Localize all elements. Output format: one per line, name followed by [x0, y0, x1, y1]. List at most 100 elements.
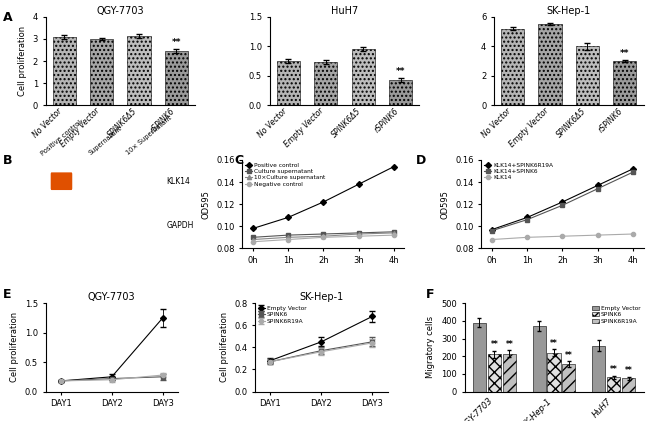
- Y-axis label: Cell proliferation: Cell proliferation: [220, 312, 229, 382]
- Line: Positive control: Positive control: [251, 165, 396, 231]
- Bar: [613, 61, 636, 105]
- Bar: [164, 51, 188, 105]
- KLK14: [488, 237, 496, 242]
- Negative control: [319, 235, 327, 240]
- 10×Culture supernatant: [249, 237, 257, 242]
- Positive control: [390, 164, 398, 169]
- Text: **: **: [610, 365, 617, 374]
- Culture supernatant: [249, 235, 257, 240]
- KLK14: [594, 232, 602, 237]
- Bar: [53, 37, 76, 105]
- Legend: Empty Vector, SPINK6, SPINK6R19A: Empty Vector, SPINK6, SPINK6R19A: [592, 306, 641, 324]
- Bar: [90, 39, 113, 105]
- FancyBboxPatch shape: [94, 216, 118, 234]
- Bar: [127, 36, 151, 105]
- Negative control: [249, 239, 257, 244]
- Line: Culture supernatant: Culture supernatant: [251, 230, 396, 240]
- Negative control: [284, 237, 292, 242]
- KLK14+SPINK6: [558, 203, 566, 208]
- Bar: [562, 364, 575, 392]
- Bar: [532, 326, 545, 392]
- KLK14: [523, 235, 531, 240]
- Line: KLK14+SPINK6R19A: KLK14+SPINK6R19A: [490, 167, 635, 232]
- Negative control: [390, 232, 398, 237]
- 10×Culture supernatant: [319, 234, 327, 239]
- Text: D: D: [416, 154, 426, 167]
- FancyBboxPatch shape: [49, 216, 73, 234]
- Negative control: [355, 234, 363, 239]
- Line: 10×Culture supernatant: 10×Culture supernatant: [251, 231, 396, 242]
- Bar: [473, 322, 486, 392]
- Positive control: [355, 182, 363, 187]
- Bar: [314, 62, 337, 105]
- Y-axis label: Cell proliferation: Cell proliferation: [10, 312, 20, 382]
- Y-axis label: Cell proliferation: Cell proliferation: [18, 26, 27, 96]
- Text: E: E: [3, 288, 12, 301]
- Bar: [389, 80, 412, 105]
- KLK14+SPINK6R19A: [558, 200, 566, 205]
- Text: **: **: [172, 38, 181, 47]
- Culture supernatant: [355, 230, 363, 235]
- Title: QGY-7703: QGY-7703: [96, 6, 144, 16]
- Y-axis label: OD595: OD595: [441, 190, 450, 218]
- Legend: KLK14+SPINK6R19A, KLK14+SPINK6, KLK14: KLK14+SPINK6R19A, KLK14+SPINK6, KLK14: [484, 163, 553, 181]
- Line: Negative control: Negative control: [251, 233, 396, 244]
- Bar: [352, 49, 375, 105]
- Legend: Positive control, Culture supernatant, 10×Culture supernatant, Negative control: Positive control, Culture supernatant, 1…: [245, 163, 325, 187]
- Text: **: **: [396, 67, 406, 76]
- Text: 10× Supernatant: 10× Supernatant: [125, 115, 173, 157]
- KLK14+SPINK6: [488, 228, 496, 233]
- 10×Culture supernatant: [390, 230, 398, 235]
- Line: KLK14: KLK14: [490, 232, 635, 242]
- Positive control: [284, 215, 292, 220]
- KLK14: [558, 234, 566, 239]
- Y-axis label: Migratory cells: Migratory cells: [426, 316, 436, 378]
- Text: Positive control: Positive control: [40, 119, 83, 157]
- KLK14+SPINK6R19A: [523, 215, 531, 220]
- KLK14+SPINK6R19A: [488, 227, 496, 232]
- Bar: [622, 378, 635, 392]
- Bar: [547, 353, 560, 392]
- 10×Culture supernatant: [355, 232, 363, 237]
- Title: SK-Hep-1: SK-Hep-1: [299, 292, 343, 302]
- Text: Supernatant: Supernatant: [88, 125, 123, 157]
- KLK14: [629, 232, 637, 237]
- KLK14+SPINK6: [629, 170, 637, 175]
- Bar: [607, 377, 620, 392]
- Bar: [592, 346, 605, 392]
- Text: C: C: [234, 154, 243, 167]
- Bar: [538, 24, 562, 105]
- Bar: [576, 46, 599, 105]
- Text: **: **: [620, 49, 630, 58]
- Bar: [488, 354, 501, 392]
- Text: B: B: [3, 154, 13, 167]
- Positive control: [249, 226, 257, 231]
- Culture supernatant: [390, 229, 398, 234]
- Bar: [277, 61, 300, 105]
- KLK14+SPINK6R19A: [629, 166, 637, 171]
- Text: F: F: [426, 288, 434, 301]
- Culture supernatant: [319, 232, 327, 237]
- Title: SK-Hep-1: SK-Hep-1: [547, 6, 591, 16]
- Line: KLK14+SPINK6: KLK14+SPINK6: [490, 170, 635, 233]
- Text: **: **: [550, 339, 558, 348]
- Text: **: **: [491, 341, 499, 349]
- 10×Culture supernatant: [284, 235, 292, 240]
- Text: **: **: [625, 366, 632, 375]
- Title: QGY-7703: QGY-7703: [88, 292, 136, 302]
- Title: HuH7: HuH7: [331, 6, 358, 16]
- KLK14+SPINK6: [594, 186, 602, 191]
- FancyBboxPatch shape: [51, 172, 72, 190]
- Text: KLK14: KLK14: [166, 177, 190, 186]
- Text: **: **: [506, 340, 513, 349]
- Bar: [502, 354, 516, 392]
- Legend: Empty Vector, SPINK6, SPINK6R19A: Empty Vector, SPINK6, SPINK6R19A: [258, 306, 306, 324]
- Text: **: **: [565, 351, 573, 360]
- KLK14+SPINK6R19A: [594, 183, 602, 188]
- Text: A: A: [3, 11, 13, 24]
- Positive control: [319, 200, 327, 205]
- Bar: [501, 29, 525, 105]
- Y-axis label: OD595: OD595: [202, 190, 211, 218]
- Text: GAPDH: GAPDH: [166, 221, 194, 230]
- KLK14+SPINK6: [523, 217, 531, 222]
